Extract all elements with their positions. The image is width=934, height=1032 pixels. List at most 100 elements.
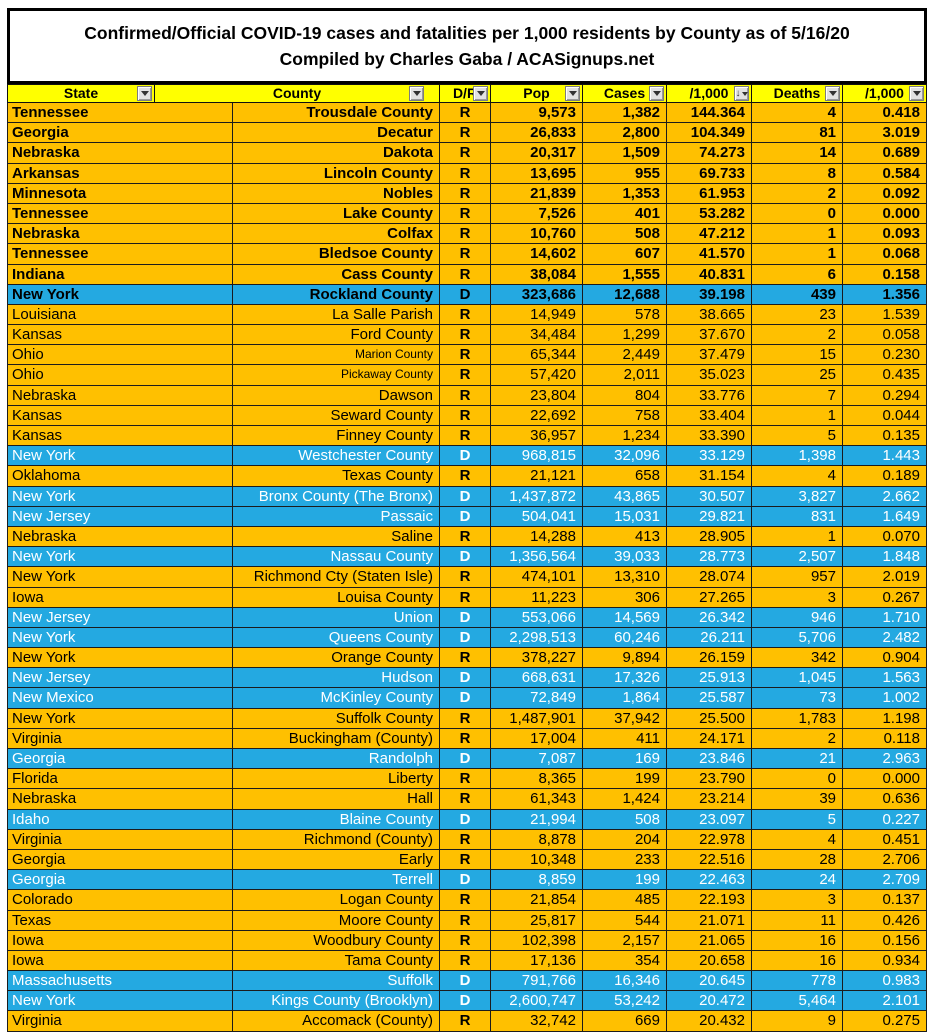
cell-cases[interactable]: 2,157 xyxy=(583,930,667,951)
cell-state[interactable]: Kansas xyxy=(7,426,233,447)
cell-deaths-per-1000[interactable]: 0.156 xyxy=(843,930,927,951)
filter-dropdown-icon-deaths[interactable] xyxy=(825,86,840,101)
cell-pop[interactable]: 8,859 xyxy=(491,870,583,891)
cell-cases-per-1000[interactable]: 20.658 xyxy=(667,950,752,972)
cell-deaths[interactable]: 16 xyxy=(752,930,843,951)
cell-pop[interactable]: 21,839 xyxy=(491,183,583,204)
cell-county[interactable]: Passaic xyxy=(233,506,440,527)
cell-cases[interactable]: 658 xyxy=(583,466,667,487)
cell-cases-per-1000[interactable]: 39.198 xyxy=(667,284,752,305)
cell-cases-per-1000[interactable]: 33.776 xyxy=(667,385,752,406)
cell-deaths[interactable]: 5,706 xyxy=(752,627,843,649)
cell-deaths[interactable]: 957 xyxy=(752,567,843,588)
cell-state[interactable]: New York xyxy=(7,627,233,649)
cell-county[interactable]: Decatur xyxy=(233,123,440,144)
cell-deaths-per-1000[interactable]: 0.267 xyxy=(843,587,927,608)
cell-county[interactable]: Lake County xyxy=(233,203,440,225)
cell-deaths-per-1000[interactable]: 2.482 xyxy=(843,627,927,649)
cell-cases-per-1000[interactable]: 29.821 xyxy=(667,506,752,527)
cell-cases-per-1000[interactable]: 26.211 xyxy=(667,627,752,649)
cell-deaths[interactable]: 778 xyxy=(752,971,843,992)
cell-cases[interactable]: 1,864 xyxy=(583,688,667,709)
filter-dropdown-icon-deaths-per-1000[interactable] xyxy=(909,86,924,101)
cell-county[interactable]: Suffolk xyxy=(233,971,440,992)
cell-cases-per-1000[interactable]: 28.905 xyxy=(667,526,752,548)
cell-county[interactable]: Nassau County xyxy=(233,547,440,568)
cell-deaths-per-1000[interactable]: 2.706 xyxy=(843,849,927,871)
cell-county[interactable]: Tama County xyxy=(233,950,440,972)
cell-county[interactable]: Moore County xyxy=(233,910,440,931)
cell-county[interactable]: Logan County xyxy=(233,890,440,911)
cell-deaths[interactable]: 1 xyxy=(752,526,843,548)
cell-cases-per-1000[interactable]: 37.479 xyxy=(667,345,752,366)
cell-cases[interactable]: 2,800 xyxy=(583,123,667,144)
cell-cases[interactable]: 204 xyxy=(583,829,667,850)
cell-county[interactable]: Terrell xyxy=(233,870,440,891)
cell-pop[interactable]: 8,878 xyxy=(491,829,583,850)
cell-cases[interactable]: 1,424 xyxy=(583,789,667,810)
cell-cases[interactable]: 15,031 xyxy=(583,506,667,527)
cell-deaths-per-1000[interactable]: 0.137 xyxy=(843,890,927,911)
cell-county[interactable]: Saline xyxy=(233,526,440,548)
cell-cases[interactable]: 199 xyxy=(583,769,667,790)
cell-county[interactable]: Orange County xyxy=(233,648,440,669)
cell-pop[interactable]: 72,849 xyxy=(491,688,583,709)
cell-pop[interactable]: 22,692 xyxy=(491,405,583,426)
cell-deaths-per-1000[interactable]: 1.356 xyxy=(843,284,927,305)
cell-deaths[interactable]: 1 xyxy=(752,244,843,265)
cell-state[interactable]: Virginia xyxy=(7,1011,233,1032)
cell-cases-per-1000[interactable]: 22.193 xyxy=(667,890,752,911)
cell-deaths-per-1000[interactable]: 0.118 xyxy=(843,728,927,749)
cell-deaths-per-1000[interactable]: 0.451 xyxy=(843,829,927,850)
cell-cases-per-1000[interactable]: 53.282 xyxy=(667,203,752,225)
cell-county[interactable]: Texas County xyxy=(233,466,440,487)
cell-d-r[interactable]: D xyxy=(440,446,491,467)
cell-deaths[interactable]: 1 xyxy=(752,224,843,245)
cell-deaths[interactable]: 0 xyxy=(752,769,843,790)
cell-state[interactable]: Kansas xyxy=(7,405,233,426)
cell-state[interactable]: New York xyxy=(7,284,233,305)
cell-cases-per-1000[interactable]: 25.500 xyxy=(667,708,752,729)
cell-d-r[interactable]: D xyxy=(440,971,491,992)
cell-cases[interactable]: 1,353 xyxy=(583,183,667,204)
cell-cases[interactable]: 32,096 xyxy=(583,446,667,467)
cell-county[interactable]: Accomack (County) xyxy=(233,1011,440,1032)
cell-deaths-per-1000[interactable]: 2.662 xyxy=(843,486,927,507)
cell-pop[interactable]: 21,121 xyxy=(491,466,583,487)
cell-deaths[interactable]: 6 xyxy=(752,264,843,285)
cell-cases-per-1000[interactable]: 41.570 xyxy=(667,244,752,265)
cell-cases[interactable]: 14,569 xyxy=(583,607,667,628)
cell-deaths[interactable]: 5 xyxy=(752,809,843,830)
column-header-deaths-per-1000[interactable]: /1,000 xyxy=(843,84,927,103)
cell-d-r[interactable]: D xyxy=(440,668,491,689)
cell-deaths-per-1000[interactable]: 0.068 xyxy=(843,244,927,265)
column-header-d-r[interactable]: D/R xyxy=(440,84,491,103)
cell-cases-per-1000[interactable]: 20.645 xyxy=(667,971,752,992)
cell-state[interactable]: New York xyxy=(7,991,233,1012)
cell-cases-per-1000[interactable]: 74.273 xyxy=(667,143,752,164)
cell-state[interactable]: Arkansas xyxy=(7,163,233,184)
cell-state[interactable]: Nebraska xyxy=(7,143,233,164)
cell-d-r[interactable]: R xyxy=(440,264,491,285)
cell-cases[interactable]: 2,449 xyxy=(583,345,667,366)
cell-cases-per-1000[interactable]: 20.472 xyxy=(667,991,752,1012)
cell-deaths-per-1000[interactable]: 0.093 xyxy=(843,224,927,245)
cell-pop[interactable]: 65,344 xyxy=(491,345,583,366)
cell-deaths[interactable]: 4 xyxy=(752,103,843,124)
cell-deaths-per-1000[interactable]: 0.227 xyxy=(843,809,927,830)
cell-cases[interactable]: 758 xyxy=(583,405,667,426)
cell-cases[interactable]: 508 xyxy=(583,809,667,830)
cell-d-r[interactable]: R xyxy=(440,466,491,487)
cell-d-r[interactable]: R xyxy=(440,526,491,548)
cell-d-r[interactable]: R xyxy=(440,829,491,850)
cell-d-r[interactable]: R xyxy=(440,769,491,790)
cell-deaths[interactable]: 3 xyxy=(752,890,843,911)
cell-cases-per-1000[interactable]: 28.773 xyxy=(667,547,752,568)
cell-d-r[interactable]: R xyxy=(440,365,491,386)
cell-deaths-per-1000[interactable]: 1.649 xyxy=(843,506,927,527)
cell-deaths[interactable]: 14 xyxy=(752,143,843,164)
cell-pop[interactable]: 14,288 xyxy=(491,526,583,548)
column-header-county[interactable]: County xyxy=(155,84,440,103)
cell-county[interactable]: Dawson xyxy=(233,385,440,406)
cell-d-r[interactable]: R xyxy=(440,910,491,931)
